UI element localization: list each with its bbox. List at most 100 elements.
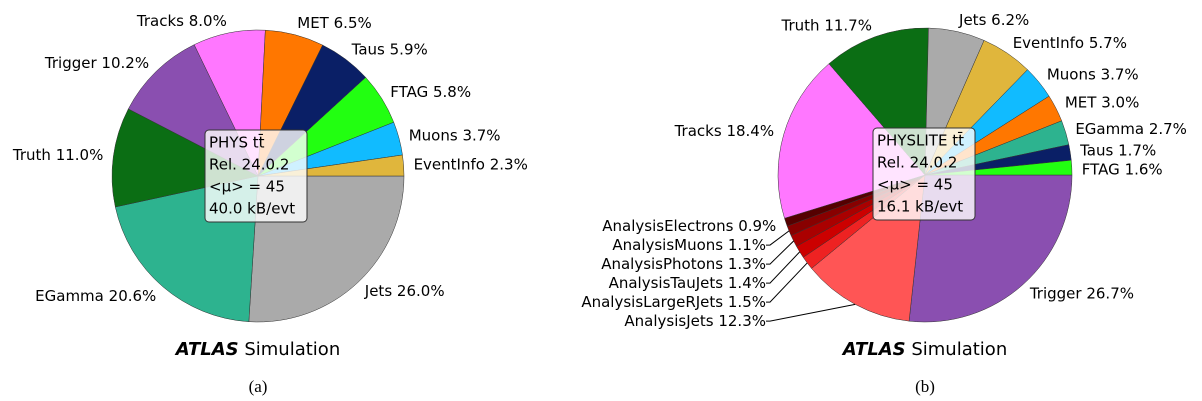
slice-label: Muons 3.7%	[409, 126, 501, 144]
slice-value: 20.6%	[109, 286, 157, 304]
annotation-line: <μ> = 45	[877, 176, 953, 194]
slice-value: 1.4%	[728, 274, 766, 292]
footer-text: Simulation	[244, 339, 340, 360]
slice-value: 5.7%	[1089, 34, 1127, 52]
leader-line	[766, 303, 856, 322]
slice-name: Taus	[1079, 141, 1113, 159]
slice-value: 8.0%	[189, 12, 227, 30]
slice-value: 3.0%	[1101, 93, 1139, 111]
slice-value: 1.6%	[1125, 160, 1163, 178]
annotation-line: PHYSLITE tt̄	[877, 131, 964, 150]
slice-value: 1.5%	[728, 293, 766, 311]
slice-label: MET 6.5%	[297, 14, 371, 32]
slice-name: Jets	[958, 10, 987, 28]
caption: (b)	[915, 377, 935, 396]
slice-name: FTAG	[1082, 160, 1120, 178]
footer-bold: ATLAS	[841, 339, 906, 360]
annotation-line: Rel. 24.0.2	[209, 156, 289, 174]
slice-name: MET	[297, 14, 329, 32]
slice-label: EGamma 20.6%	[35, 286, 156, 304]
slice-value: 1.3%	[728, 255, 766, 273]
slice-value: 26.7%	[1086, 284, 1134, 302]
slice-name: EventInfo	[414, 155, 485, 173]
slice-label: AnalysisTauJets 1.4%	[609, 274, 766, 292]
slice-name: Trigger	[44, 53, 98, 71]
slice-label: FTAG 5.8%	[390, 83, 471, 101]
slice-label: FTAG 1.6%	[1082, 160, 1163, 178]
slice-name: EGamma	[35, 286, 104, 304]
slice-label: AnalysisJets 12.3%	[624, 312, 766, 330]
leader-line	[766, 262, 808, 303]
slice-value: 1.7%	[1118, 141, 1156, 159]
annotation-line: <μ> = 45	[209, 178, 285, 196]
slice-label: AnalysisPhotons 1.3%	[601, 255, 766, 273]
annotation-line: Rel. 24.0.2	[877, 154, 957, 172]
slice-name: AnalysisLargeRJets	[581, 293, 723, 311]
slice-name: Muons	[1047, 65, 1096, 83]
slice-value: 11.0%	[56, 146, 104, 164]
slice-value: 2.3%	[490, 155, 528, 173]
slice-value: 5.9%	[390, 40, 428, 58]
leader-line	[766, 251, 801, 284]
slice-name: EventInfo	[1013, 34, 1084, 52]
leader-line	[766, 240, 794, 265]
slice-name: AnalysisTauJets	[609, 274, 724, 292]
slice-value: 3.7%	[462, 126, 500, 144]
annotation-box	[204, 129, 308, 223]
slice-value: 12.3%	[718, 312, 766, 330]
slice-value: 1.1%	[728, 236, 766, 254]
footer-text: Simulation	[911, 339, 1007, 360]
annotation-line: 16.1 kB/evt	[877, 198, 963, 216]
slice-name: Tracks	[674, 122, 722, 140]
slice-name: FTAG	[390, 83, 428, 101]
slice-value: 2.7%	[1149, 120, 1187, 138]
slice-label: Truth 11.0%	[12, 146, 103, 164]
slice-label: AnalysisMuons 1.1%	[612, 236, 766, 254]
leader-line	[766, 230, 790, 246]
footer: ATLAS Simulation	[841, 339, 1007, 360]
slice-label: AnalysisElectrons 0.9%	[602, 217, 776, 235]
slice-value: 10.2%	[101, 53, 149, 71]
slice-name: Tracks	[136, 12, 184, 30]
slice-label: Taus 1.7%	[1079, 141, 1156, 159]
slice-name: MET	[1065, 93, 1097, 111]
slice-label: EventInfo 2.3%	[414, 155, 528, 173]
slice-label: Taus 5.9%	[351, 40, 428, 58]
slice-name: Muons	[409, 126, 458, 144]
slice-label: Muons 3.7%	[1047, 65, 1139, 83]
slice-label: Jets 6.2%	[958, 10, 1029, 28]
slice-value: 3.7%	[1101, 65, 1139, 83]
slice-label: Trigger 10.2%	[44, 53, 149, 71]
slice-value: 6.5%	[334, 14, 372, 32]
annotation-line: 40.0 kB/evt	[209, 200, 295, 218]
slice-value: 26.0%	[397, 282, 445, 300]
slice-name: AnalysisJets	[624, 312, 713, 330]
slice-value: 6.2%	[991, 10, 1029, 28]
slice-name: AnalysisMuons	[612, 236, 723, 254]
footer-bold: ATLAS	[174, 339, 239, 360]
slice-name: AnalysisPhotons	[601, 255, 723, 273]
slice-value: 0.9%	[738, 217, 776, 235]
slice-label: EGamma 2.7%	[1075, 120, 1187, 138]
slice-label: Jets 26.0%	[364, 282, 445, 300]
slice-label: EventInfo 5.7%	[1013, 34, 1127, 52]
slice-value: 18.4%	[726, 122, 774, 140]
slice-name: Taus	[351, 40, 385, 58]
caption: (a)	[249, 377, 268, 396]
slice-name: Jets	[364, 282, 393, 300]
annotation-line: PHYS tt̄	[209, 133, 265, 152]
footer: ATLAS Simulation	[174, 339, 340, 360]
slice-label: Tracks 18.4%	[674, 122, 775, 140]
slice-name: EGamma	[1075, 120, 1144, 138]
slice-name: Truth	[781, 16, 820, 34]
slice-name: Trigger	[1029, 284, 1083, 302]
slice-label: AnalysisLargeRJets 1.5%	[581, 293, 766, 311]
slice-value: 5.8%	[433, 83, 471, 101]
slice-label: Trigger 26.7%	[1029, 284, 1134, 302]
slice-label: Truth 11.7%	[781, 16, 872, 34]
slice-label: Tracks 8.0%	[136, 12, 227, 30]
slice-label: MET 3.0%	[1065, 93, 1139, 111]
annotation-box	[872, 127, 976, 221]
slice-name: AnalysisElectrons	[602, 217, 733, 235]
